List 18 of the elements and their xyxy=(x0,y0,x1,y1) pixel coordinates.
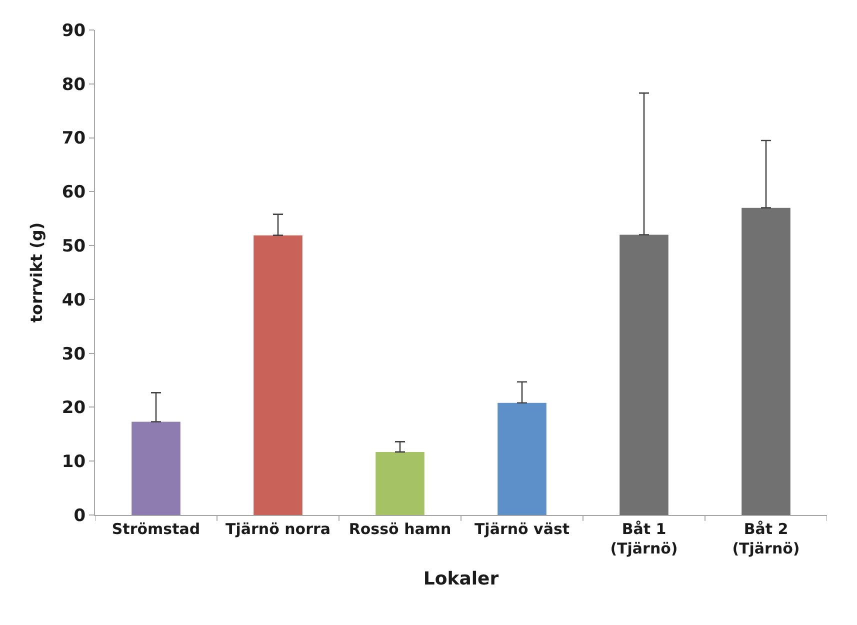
x-tick-label: Rossö hamn xyxy=(348,520,452,538)
x-tick-label: Båt 2 (Tjärnö) xyxy=(732,520,800,558)
y-tick-label: 40 xyxy=(62,290,86,310)
y-tick-label: 20 xyxy=(62,398,86,418)
y-tick-label: 0 xyxy=(74,506,86,526)
y-axis-title: torrvikt (g) xyxy=(26,222,46,323)
y-tick-label: 60 xyxy=(62,182,86,203)
y-tick-label: 80 xyxy=(62,74,86,95)
y-tick-label: 70 xyxy=(62,128,86,149)
y-tick-label: 10 xyxy=(62,452,86,472)
x-tick-label: Båt 1 (Tjärnö) xyxy=(610,520,678,558)
y-tick-label: 90 xyxy=(62,20,86,41)
x-tick-label: Tjärnö väst xyxy=(474,520,570,538)
x-tick-label: Tjärnö norra xyxy=(226,520,330,538)
x-axis-title: Lokaler xyxy=(423,568,499,590)
x-tick-label: Strömstad xyxy=(112,520,200,538)
y-tick-label: 50 xyxy=(62,236,86,257)
y-tick-label: 30 xyxy=(62,344,86,364)
